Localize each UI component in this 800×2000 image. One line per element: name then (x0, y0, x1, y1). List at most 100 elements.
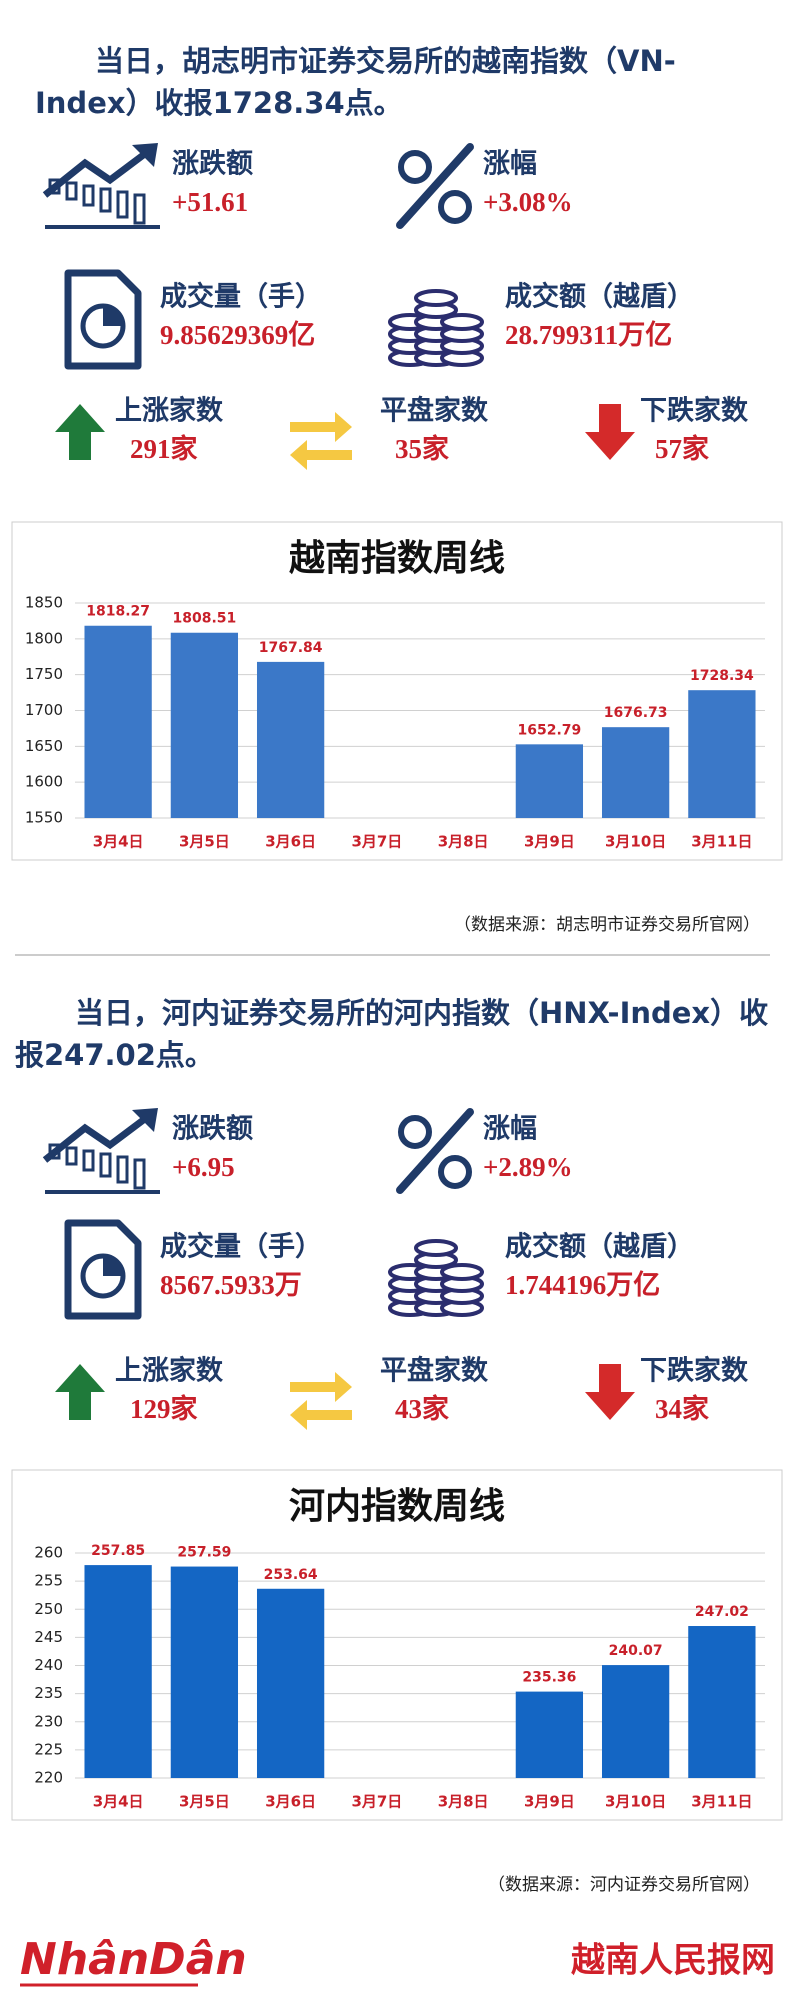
x-tick-label: 3月6日 (265, 833, 316, 851)
stat-label: 涨跌额 (172, 149, 253, 180)
icon-bar (65, 181, 78, 201)
bar (601, 727, 670, 818)
icon-c (438, 190, 472, 224)
x-tick-label: 3月10日 (605, 833, 666, 851)
stat-value: 43家 (395, 1393, 449, 1424)
stat-value: 35家 (395, 433, 449, 464)
stat-label: 下跌家数 (640, 395, 749, 427)
value-label: 253.64 (264, 1567, 318, 1583)
site-name: 越南人民报网 (571, 1941, 775, 1981)
y-tick-label: 1800 (25, 629, 63, 647)
y-tick-label: 230 (34, 1712, 63, 1730)
icon (388, 1239, 484, 1317)
icon-bar (82, 184, 95, 207)
value-label: 240.07 (609, 1643, 663, 1659)
icon (42, 143, 160, 229)
stat-value: 1.744196万亿 (505, 1270, 660, 1300)
icon (42, 1108, 160, 1194)
icon (290, 1372, 352, 1430)
x-tick-label: 3月9日 (524, 833, 575, 851)
chart-title: 河内指数周线 (289, 1486, 505, 1527)
stat-value: 34家 (655, 1393, 709, 1424)
headline: 当日，胡志明市证券交易所的越南指数（VN-Index）收报1728.34点。 (35, 44, 676, 120)
stat-label: 涨跌额 (172, 1114, 253, 1145)
icon-c (398, 150, 432, 184)
stat-label: 成交额（越盾） (505, 281, 694, 313)
x-tick-label: 3月4日 (93, 833, 144, 851)
icon-doc (64, 1219, 142, 1320)
x-tick-label: 3月11日 (691, 1793, 752, 1811)
y-tick-label: 1600 (25, 773, 63, 791)
stat-label: 下跌家数 (640, 1355, 749, 1387)
stat-value: +2.89% (483, 1152, 573, 1182)
icon-bar (99, 187, 112, 213)
stat-label: 涨幅 (483, 1114, 537, 1145)
icon-arrow (42, 147, 153, 198)
icon-arrow (42, 1112, 153, 1163)
value-label: 1676.73 (604, 705, 668, 721)
icon-head (132, 1108, 158, 1132)
y-tick-label: 225 (34, 1740, 63, 1758)
bar (256, 1588, 325, 1778)
icon-bar (116, 190, 129, 219)
stat-label: 成交量（手） (160, 281, 322, 313)
y-tick-label: 1750 (25, 665, 63, 683)
x-tick-label: 3月4日 (93, 1793, 144, 1811)
bar (170, 632, 239, 818)
value-label: 1728.34 (690, 668, 754, 684)
stat-label: 平盘家数 (380, 395, 489, 427)
icon-head (132, 143, 158, 167)
x-tick-label: 3月7日 (351, 833, 402, 851)
x-tick-label: 3月5日 (179, 1793, 230, 1811)
stat-label: 上涨家数 (115, 395, 224, 427)
stat-label: 上涨家数 (115, 1355, 224, 1387)
x-tick-label: 3月10日 (605, 1793, 666, 1811)
icon-swap (290, 412, 352, 470)
icon-down (585, 404, 635, 460)
x-tick-label: 3月11日 (691, 833, 752, 851)
x-tick-label: 3月5日 (179, 833, 230, 851)
stat-value: 28.799311万亿 (505, 320, 672, 350)
icon-up (55, 1364, 105, 1420)
y-tick-label: 260 (34, 1544, 63, 1562)
icon (585, 1364, 635, 1420)
value-label: 1652.79 (517, 722, 581, 738)
stat-value: 129家 (130, 1393, 198, 1424)
source: （数据来源：胡志明市证券交易所官网） (454, 915, 760, 935)
y-tick-label: 245 (34, 1628, 63, 1646)
logo: NhânDân (20, 1934, 247, 1985)
source: （数据来源：河内证券交易所官网） (488, 1875, 760, 1895)
y-tick-label: 220 (34, 1769, 63, 1787)
bar (84, 625, 152, 818)
stat-value: +3.08% (483, 187, 573, 217)
bar (170, 1566, 239, 1778)
icon-slice (103, 306, 123, 326)
icon-s (396, 1108, 474, 1194)
stat-label: 成交量（手） (160, 1231, 322, 1263)
bar (256, 661, 325, 818)
stat-label: 涨幅 (483, 149, 537, 180)
icon-c (438, 1155, 472, 1189)
y-tick-label: 235 (34, 1684, 63, 1702)
bar (688, 1626, 756, 1778)
stat-value: +51.61 (172, 187, 248, 217)
value-label: 1808.51 (172, 611, 236, 627)
icon-bar (133, 1158, 146, 1190)
icon-c (398, 1115, 432, 1149)
icon-swap (290, 1372, 352, 1430)
icon (64, 269, 142, 370)
y-tick-label: 240 (34, 1656, 63, 1674)
icon (585, 404, 635, 460)
bar (688, 690, 756, 818)
icon-s (396, 143, 474, 229)
y-tick-label: 1650 (25, 737, 63, 755)
stat-value: 8567.5933万 (160, 1270, 302, 1300)
icon-coin (440, 313, 484, 331)
value-label: 257.85 (91, 1543, 145, 1559)
icon (396, 1108, 474, 1194)
icon (55, 1364, 105, 1420)
y-tick-label: 250 (34, 1600, 63, 1618)
bar (515, 1691, 584, 1778)
